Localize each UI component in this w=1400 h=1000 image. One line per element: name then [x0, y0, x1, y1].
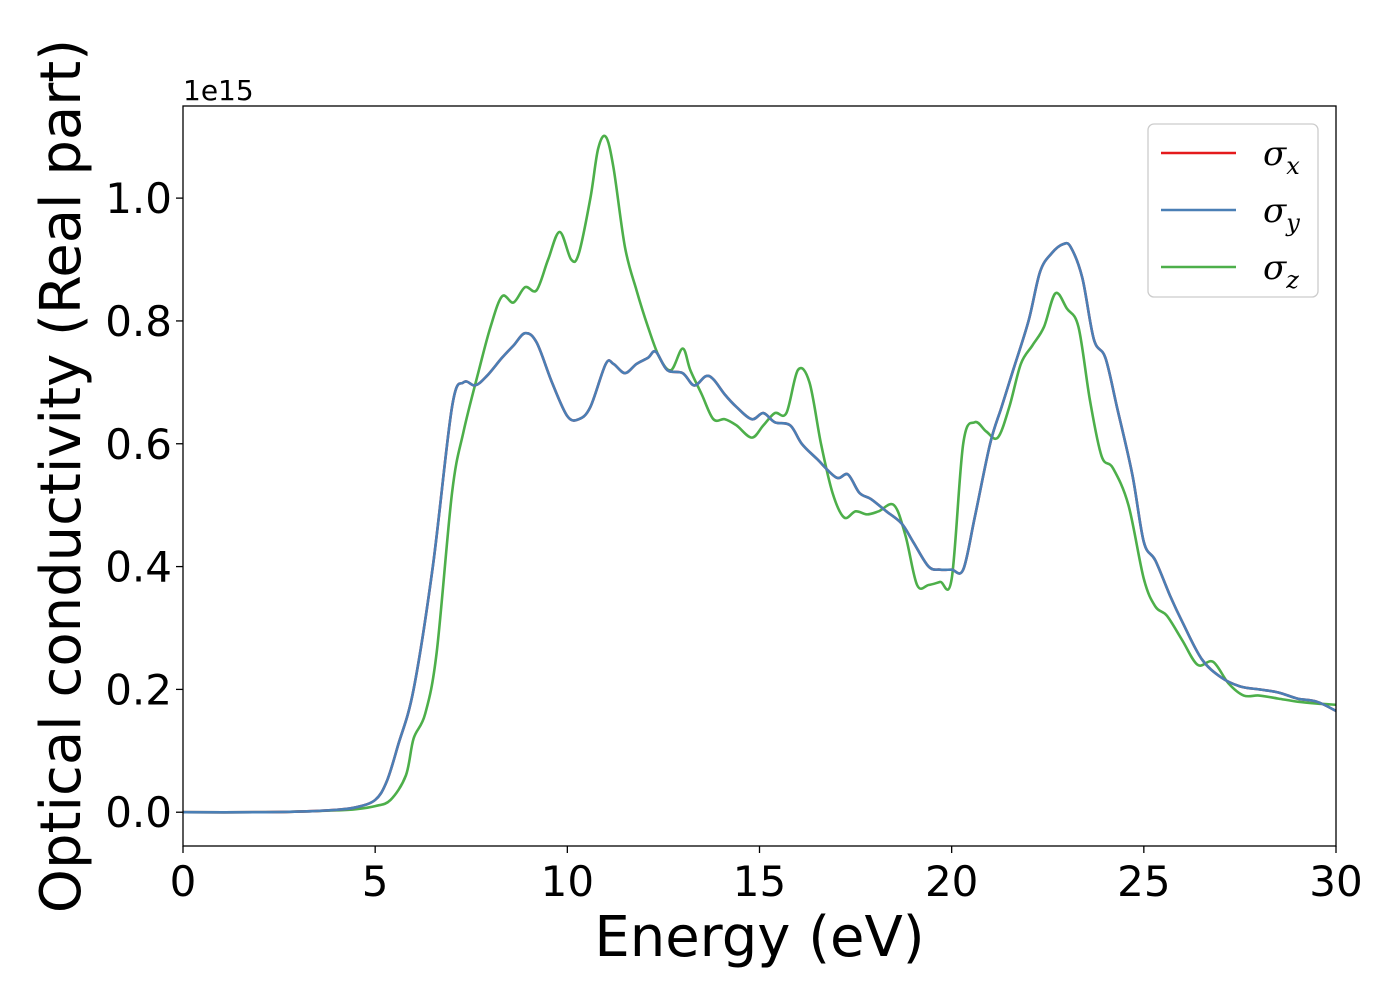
legend-label-z: σz: [1263, 248, 1299, 294]
x-tick-label: 25: [1117, 857, 1170, 906]
x-tick-label: 20: [925, 857, 978, 906]
y-offset-label: 1e15: [183, 74, 254, 107]
y-tick-label: 0.8: [105, 297, 172, 346]
x-tick-label: 0: [170, 857, 197, 906]
x-tick-label: 5: [362, 857, 389, 906]
y-tick-label: 1.0: [105, 174, 172, 223]
x-axis-label: Energy (eV): [594, 905, 924, 970]
y-axis-ticks: 0.0 0.2 0.4 0.6 0.8 1.0: [105, 174, 183, 837]
legend: σx σy σz: [1147, 123, 1319, 298]
series-line-y: [182, 241, 1337, 814]
x-tick-label: 30: [1309, 857, 1362, 906]
legend-label-x: σx: [1263, 134, 1300, 180]
x-tick-label: 10: [541, 857, 594, 906]
x-axis-ticks: 0 5 10 15 20 25 30: [170, 846, 1363, 906]
y-tick-label: 0.4: [105, 543, 172, 592]
series-line-z: [182, 134, 1337, 814]
legend-label-y: σy: [1263, 191, 1300, 237]
x-tick-label: 15: [733, 857, 786, 906]
series-lines: [182, 134, 1337, 814]
y-axis-label: Optical conductivity (Real part): [29, 39, 94, 913]
y-tick-label: 0.6: [105, 420, 172, 469]
y-tick-label: 0.0: [105, 788, 172, 837]
y-tick-label: 0.2: [105, 665, 172, 714]
plot-area: [183, 106, 1336, 846]
